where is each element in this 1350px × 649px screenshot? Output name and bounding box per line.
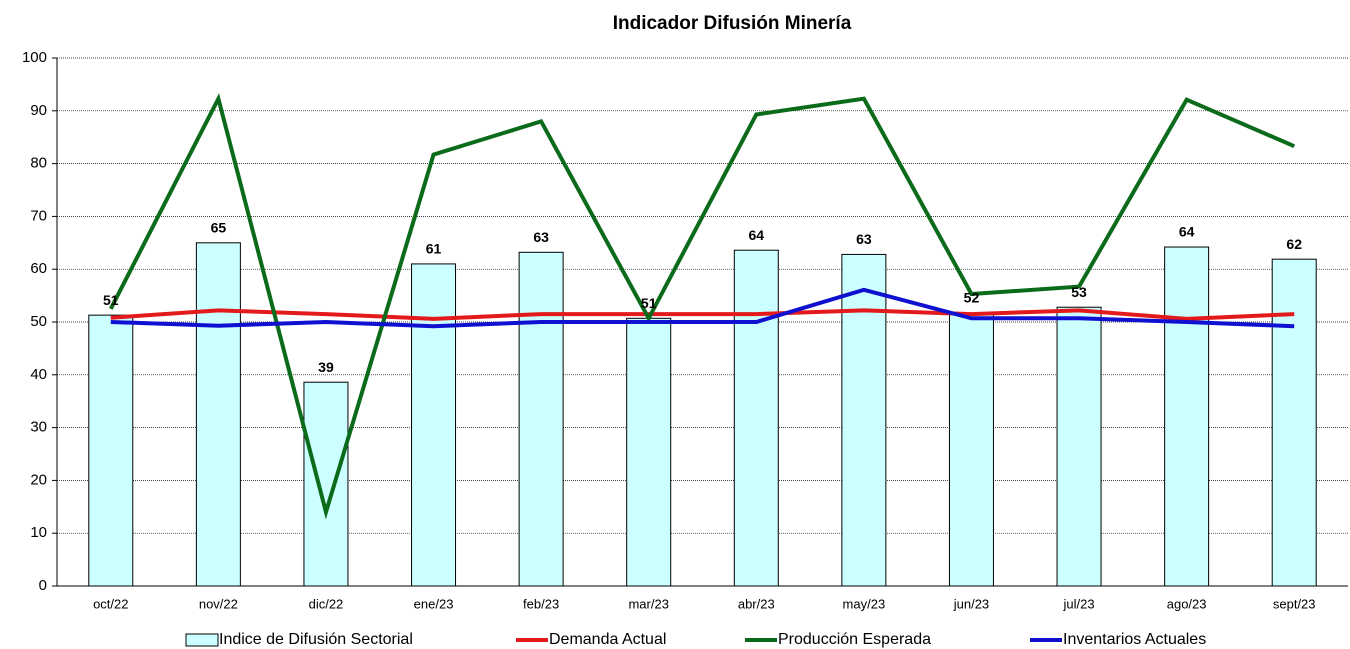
y-tick-label: 50 [30,313,47,330]
value-label: 64 [1179,224,1195,240]
y-tick-label: 60 [30,260,47,277]
bar [1056,306,1102,587]
x-tick-label: may/23 [843,596,886,611]
legend-label: Inventarios Actuales [1063,631,1206,648]
y-tick-label: 0 [39,577,47,594]
value-label: 51 [103,292,119,308]
y-tick-label: 80 [30,155,47,172]
x-tick-label: feb/23 [523,596,559,611]
value-label: 62 [1286,236,1302,252]
y-tick-label: 20 [30,471,47,488]
line [110,308,1295,321]
legend-label: Indice de Difusión Sectorial [219,631,413,648]
y-tick-label: 90 [30,102,47,119]
bar [1164,246,1210,587]
value-label: 63 [856,231,872,247]
x-tick-label: dic/22 [309,596,344,611]
bar [948,312,994,587]
legend-swatch [185,633,219,647]
x-tick-label: mar/23 [628,596,668,611]
y-tick-label: 70 [30,207,47,224]
x-tick-label: jun/23 [953,596,989,611]
value-label: 53 [1071,284,1087,300]
x-tick-label: nov/22 [199,596,238,611]
value-label: 61 [426,241,442,257]
bar [411,263,457,587]
bar [626,317,672,587]
chart-title: Indicador Difusión Minería [613,13,852,34]
legend-label: Producción Esperada [778,631,931,648]
bar [303,381,349,587]
line [110,287,1295,329]
y-tick-label: 10 [30,524,47,541]
value-label: 63 [533,229,549,245]
y-tick-label: 100 [22,49,47,66]
bar [88,314,134,587]
x-tick-label: jul/23 [1063,596,1095,611]
value-label: 64 [749,227,765,243]
value-label: 39 [318,359,334,375]
value-label: 51 [641,295,657,311]
bar [195,242,241,587]
x-tick-label: ene/23 [414,596,454,611]
value-label: 65 [211,220,227,236]
legend-label: Demanda Actual [549,631,666,648]
y-tick-label: 30 [30,419,47,436]
x-tick-label: ago/23 [1167,596,1207,611]
bar [1271,258,1317,587]
line [109,93,1296,520]
x-tick-label: sept/23 [1273,596,1316,611]
bar [841,253,887,587]
x-tick-label: oct/22 [93,596,128,611]
value-label: 52 [964,290,980,306]
bar [518,251,564,587]
bar [733,249,779,587]
y-tick-label: 40 [30,366,47,383]
x-tick-label: abr/23 [738,596,775,611]
